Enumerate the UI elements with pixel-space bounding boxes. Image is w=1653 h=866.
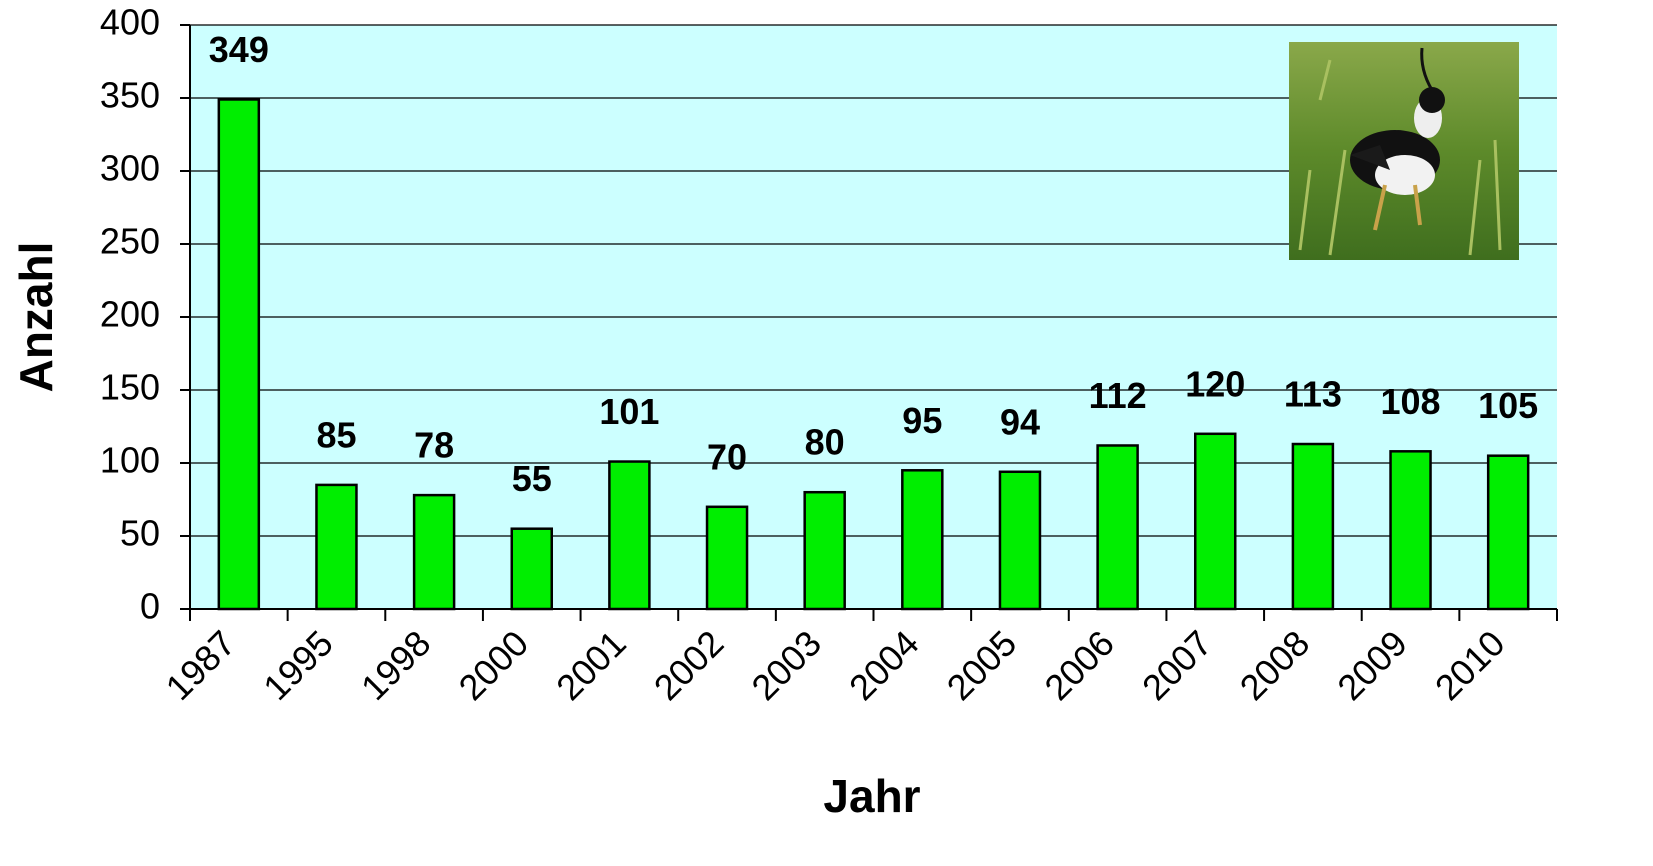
bird-photo	[1289, 42, 1519, 260]
x-tick-label: 2001	[548, 622, 634, 708]
x-tick-label: 2007	[1134, 622, 1220, 708]
x-tick-label: 2010	[1427, 622, 1513, 708]
value-label: 80	[805, 422, 845, 463]
bar	[414, 495, 454, 609]
value-label: 101	[599, 391, 659, 432]
bar	[609, 462, 649, 609]
bar	[1488, 456, 1528, 609]
value-label: 105	[1478, 385, 1538, 426]
y-tick-label: 150	[100, 367, 160, 408]
x-tick-label: 2003	[743, 622, 829, 708]
bar	[1195, 434, 1235, 609]
x-tick-label: 2000	[451, 622, 537, 708]
x-axis-title: Jahr	[823, 770, 920, 822]
value-label: 95	[902, 400, 942, 441]
value-label: 112	[1089, 375, 1147, 416]
value-label: 120	[1185, 363, 1245, 404]
value-label: 70	[707, 436, 747, 477]
x-tick-label: 1998	[353, 622, 439, 708]
x-tick-label: 2009	[1329, 622, 1415, 708]
y-tick-label: 250	[100, 221, 160, 262]
y-tick-label: 100	[100, 440, 160, 481]
y-tick-label: 300	[100, 148, 160, 189]
x-tick-label: 1987	[158, 622, 244, 708]
value-label: 113	[1284, 374, 1342, 415]
value-label: 108	[1380, 381, 1440, 422]
value-label: 349	[209, 29, 269, 70]
bar	[1098, 445, 1138, 609]
bar	[707, 507, 747, 609]
bar	[1293, 444, 1333, 609]
x-tick-label: 2004	[841, 622, 927, 708]
bar	[902, 470, 942, 609]
value-label: 78	[414, 425, 454, 466]
y-tick-label: 0	[140, 586, 160, 627]
y-tick-label: 200	[100, 294, 160, 335]
x-tick-label: 1995	[255, 622, 341, 708]
y-tick-label: 400	[100, 2, 160, 43]
y-axis-title: Anzahl	[10, 242, 62, 393]
x-tick-label: 2006	[1036, 622, 1122, 708]
value-label: 85	[316, 414, 356, 455]
x-tick-label: 2002	[646, 622, 732, 708]
bar	[316, 485, 356, 609]
x-tick-label: 2008	[1232, 622, 1318, 708]
y-tick-label: 350	[100, 75, 160, 116]
chart: Jahr Anzahl 0 50 100 150 200 250 300 350 400 1987…	[0, 0, 1653, 866]
value-label: 55	[512, 458, 552, 499]
bar	[805, 492, 845, 609]
bar	[1391, 451, 1431, 609]
y-tick-label: 50	[120, 513, 160, 554]
bar	[219, 99, 259, 609]
bar	[512, 529, 552, 609]
bar	[1000, 472, 1040, 609]
value-label: 94	[1000, 401, 1040, 442]
x-tick-label: 2005	[939, 622, 1025, 708]
